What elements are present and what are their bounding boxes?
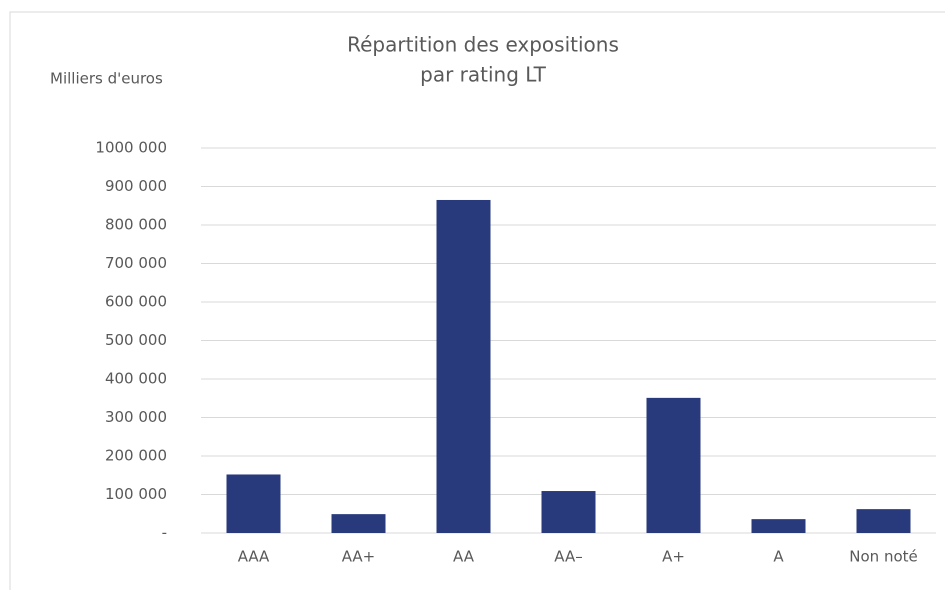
chart-title: Répartition des expositions [347, 33, 619, 57]
bar [226, 474, 281, 533]
bar [436, 199, 491, 533]
y-tick-label: 800 000 [105, 216, 167, 234]
frame [9, 11, 945, 590]
y-tick-label: 600 000 [105, 293, 167, 311]
y-axis-label: Milliers d'euros [50, 70, 163, 88]
bar [541, 491, 596, 533]
y-tick-label: 200 000 [105, 447, 167, 465]
bar [331, 514, 386, 533]
x-tick-label: AA [453, 548, 475, 566]
bar [646, 397, 701, 533]
y-tick-label: 900 000 [105, 177, 167, 195]
x-tick-label: AA– [554, 548, 582, 566]
y-tick-label: - [162, 524, 167, 542]
y-tick-label: 700 000 [105, 254, 167, 272]
x-tick-label: AA+ [342, 548, 376, 566]
chart-title: par rating LT [420, 63, 547, 87]
y-tick-label: 100 000 [105, 485, 167, 503]
x-tick-label: AAA [238, 548, 270, 566]
y-tick-label: 300 000 [105, 408, 167, 426]
bar [751, 519, 806, 533]
y-tick-label: 1000 000 [95, 139, 167, 157]
x-tick-label: A [773, 548, 784, 566]
y-tick-label: 500 000 [105, 331, 167, 349]
x-tick-label: Non noté [849, 548, 917, 566]
y-tick-label: 400 000 [105, 370, 167, 388]
bar [856, 509, 911, 533]
x-tick-label: A+ [662, 548, 685, 566]
